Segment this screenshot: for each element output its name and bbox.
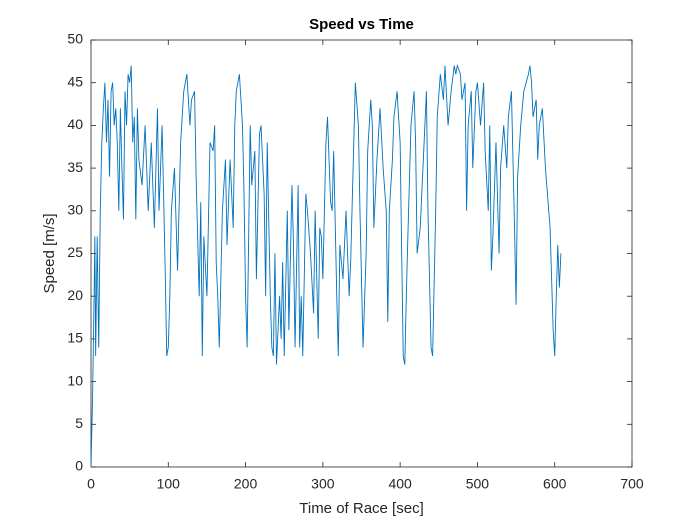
x-tick-label: 600 xyxy=(543,476,567,492)
y-tick-label: 50 xyxy=(67,31,83,47)
x-tick-label: 700 xyxy=(620,476,644,492)
x-tick-label: 400 xyxy=(388,476,412,492)
x-tick-label: 300 xyxy=(311,476,335,492)
x-tick-label: 0 xyxy=(87,476,95,492)
y-tick-label: 45 xyxy=(67,73,83,89)
y-tick-label: 30 xyxy=(67,202,83,218)
y-tick-label: 10 xyxy=(67,372,83,388)
y-tick-label: 0 xyxy=(75,458,83,474)
y-tick-label: 20 xyxy=(67,287,83,303)
y-axis-label: Speed [m/s] xyxy=(41,213,58,293)
x-axis-label: Time of Race [sec] xyxy=(299,500,423,517)
x-tick-label: 100 xyxy=(157,476,181,492)
x-tick-label: 500 xyxy=(466,476,490,492)
y-tick-label: 15 xyxy=(67,330,83,346)
y-tick-label: 35 xyxy=(67,159,83,175)
x-tick-label: 200 xyxy=(234,476,258,492)
data-line xyxy=(90,63,562,468)
y-tick-label: 40 xyxy=(67,116,83,132)
y-tick-label: 25 xyxy=(67,244,83,260)
y-tick-label: 5 xyxy=(75,415,83,431)
chart-title: Speed vs Time xyxy=(309,16,414,33)
